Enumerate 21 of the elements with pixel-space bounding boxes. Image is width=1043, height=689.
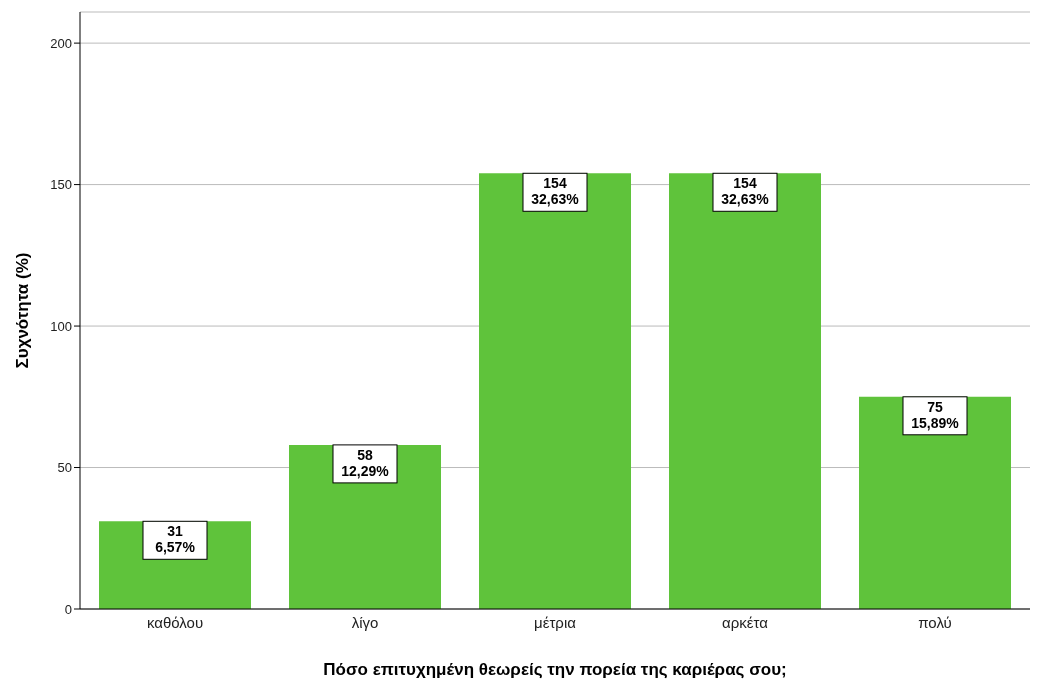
x-tick-label: μέτρια — [534, 613, 577, 631]
x-tick-label: αρκέτα — [722, 613, 769, 631]
x-tick-label: καθόλου — [146, 613, 204, 631]
y-tick-label: 200 — [50, 35, 72, 51]
data-label: 154 32,63% — [531, 175, 580, 208]
data-label: 31 6,57% — [155, 523, 196, 556]
x-tick-label: λίγο — [351, 613, 379, 631]
data-label: 154 32,63% — [721, 175, 770, 208]
data-label: 75 15,89% — [911, 398, 960, 431]
bar — [289, 444, 441, 609]
bar — [859, 396, 1011, 609]
x-tick-label: πολύ — [918, 613, 952, 631]
y-tick-label: 50 — [57, 460, 72, 476]
y-tick-label: 0 — [64, 601, 72, 617]
y-axis-title: Συχνότητα (%) — [13, 252, 33, 369]
y-tick-label: 100 — [50, 318, 72, 334]
bar — [479, 173, 631, 609]
data-label: 58 12,29% — [341, 446, 390, 479]
y-tick-label: 150 — [50, 177, 72, 193]
x-axis-title: Πόσο επιτυχημένη θεωρείς την πορεία της καριέρας σου; — [323, 660, 787, 679]
bar — [669, 173, 821, 609]
